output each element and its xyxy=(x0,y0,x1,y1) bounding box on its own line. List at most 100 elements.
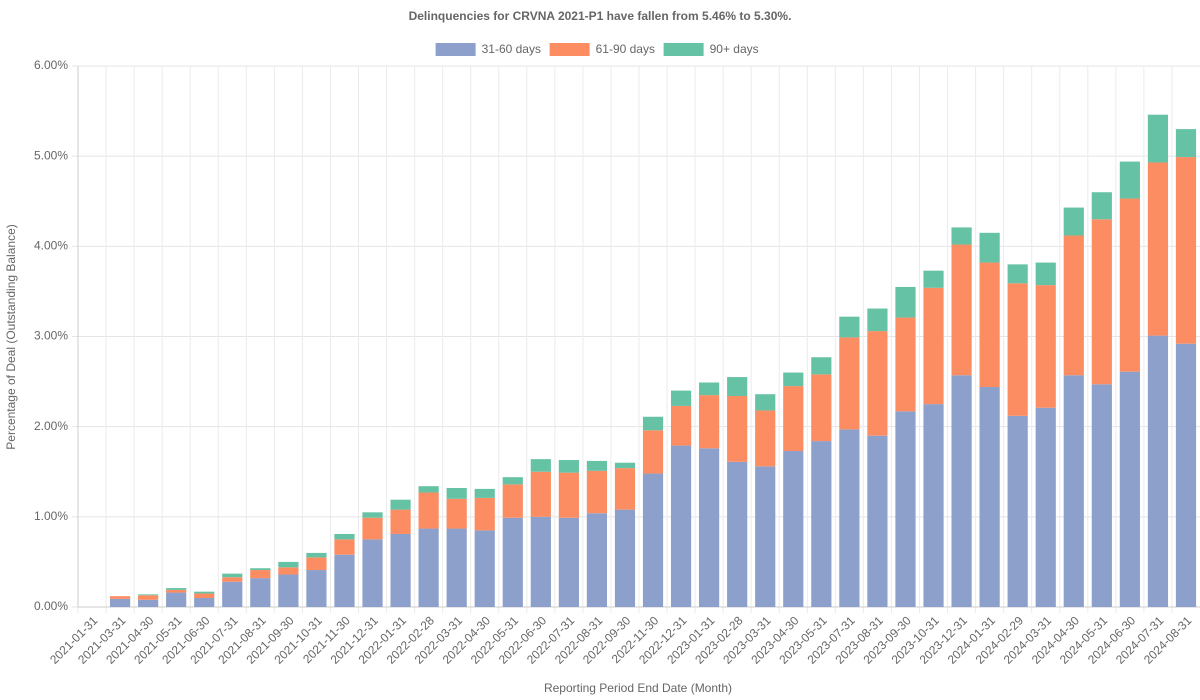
bar-segment xyxy=(1091,192,1112,220)
bar-segment xyxy=(138,594,159,596)
bar-segment xyxy=(278,574,299,607)
bar-segment xyxy=(502,477,523,485)
bar-segment xyxy=(867,435,888,607)
bar-segment xyxy=(839,337,860,430)
bar-segment xyxy=(334,539,355,555)
bar-segment xyxy=(586,513,608,607)
legend-label: 61-90 days xyxy=(596,42,655,56)
bar-segment xyxy=(474,530,495,607)
bar-segment xyxy=(109,598,131,607)
bar-segment xyxy=(923,270,944,288)
bar-segment xyxy=(390,509,411,534)
bar-segment xyxy=(558,472,579,518)
bar-segment xyxy=(166,592,187,607)
y-tick-label: 1.00% xyxy=(34,509,68,523)
bar-segment xyxy=(138,599,159,607)
bar-segment xyxy=(699,382,720,396)
bar-segment xyxy=(839,429,860,607)
bar-segment xyxy=(362,512,383,518)
bar-segment xyxy=(895,286,916,318)
bar-segment xyxy=(811,441,832,607)
bar-segment xyxy=(586,460,608,471)
y-axis-title: Percentage of Deal (Outstanding Balance) xyxy=(4,224,18,449)
bar-segment xyxy=(1175,157,1197,344)
bar-segment xyxy=(1063,207,1084,236)
bar-segment xyxy=(446,498,467,529)
bar-segment xyxy=(362,539,383,607)
bar-segment xyxy=(1175,129,1197,158)
bar-segment xyxy=(250,568,271,571)
bar-segment xyxy=(670,390,692,406)
bar-segment xyxy=(670,445,692,607)
bar-segment xyxy=(1035,407,1056,607)
bar-segment xyxy=(306,570,327,607)
bar-segment xyxy=(558,517,579,607)
bar-segment xyxy=(1147,335,1169,607)
bar-segment xyxy=(979,386,1000,607)
bar-segment xyxy=(783,451,804,607)
bar-segment xyxy=(811,374,832,442)
bar-segment xyxy=(334,554,355,607)
bar-segment xyxy=(1119,371,1140,607)
bar-segment xyxy=(895,411,916,607)
bar-segment xyxy=(1091,219,1112,385)
bar-segment xyxy=(418,528,439,607)
y-tick-label: 6.00% xyxy=(34,58,68,72)
bar-segment xyxy=(558,460,579,473)
bar-segment xyxy=(755,394,776,411)
bar-segment xyxy=(1091,384,1112,607)
bar-segment xyxy=(109,596,131,599)
bar-segment xyxy=(979,232,1000,263)
bar-segment xyxy=(530,471,551,517)
bar-segment xyxy=(1007,264,1028,284)
bar-segment xyxy=(867,331,888,436)
y-tick-label: 5.00% xyxy=(34,148,68,162)
bar-segment xyxy=(1119,161,1140,199)
bar-segment xyxy=(166,589,187,593)
bar-segment xyxy=(755,466,776,607)
bar-segment xyxy=(811,357,832,375)
bar-segment xyxy=(278,567,299,575)
bar-segment xyxy=(614,509,636,607)
bar-segment xyxy=(867,308,888,332)
bar-segment xyxy=(530,516,551,607)
bar-segment xyxy=(446,528,467,607)
bar-segment xyxy=(614,462,636,469)
bar-segment xyxy=(1035,262,1056,286)
bar-segment xyxy=(979,262,1000,387)
bar-segment xyxy=(727,461,748,607)
bar-segment xyxy=(166,588,187,590)
bar-segment xyxy=(194,591,215,594)
bar-segment xyxy=(222,573,243,578)
bar-segment xyxy=(474,488,495,498)
bar-segment xyxy=(642,473,664,607)
bar-segment xyxy=(222,577,243,582)
x-axis-title: Reporting Period End Date (Month) xyxy=(544,681,732,695)
bar-segment xyxy=(614,468,636,510)
bar-segment xyxy=(306,557,327,571)
bar-segment xyxy=(923,404,944,607)
bar-segment xyxy=(138,595,159,600)
bar-segment xyxy=(783,372,804,387)
bar-segment xyxy=(642,430,664,474)
legend-swatch xyxy=(663,43,704,56)
bar-segment xyxy=(1063,235,1084,376)
bar-segment xyxy=(1035,285,1056,408)
bar-segment xyxy=(951,375,972,607)
legend-label: 90+ days xyxy=(710,42,759,56)
y-tick-label: 0.00% xyxy=(34,599,68,613)
legend-swatch xyxy=(435,43,476,56)
bar-segment xyxy=(895,317,916,412)
bar-segment xyxy=(222,581,243,607)
bar-segment xyxy=(334,533,355,540)
bar-segment xyxy=(306,552,327,558)
bar-segment xyxy=(951,227,972,245)
bar-segment xyxy=(755,410,776,467)
bar-segment xyxy=(699,448,720,607)
bar-segment xyxy=(951,244,972,376)
bar-segment xyxy=(1119,198,1140,372)
bar-segment xyxy=(727,396,748,462)
bar-segment xyxy=(530,459,551,472)
bar-segment xyxy=(194,593,215,598)
